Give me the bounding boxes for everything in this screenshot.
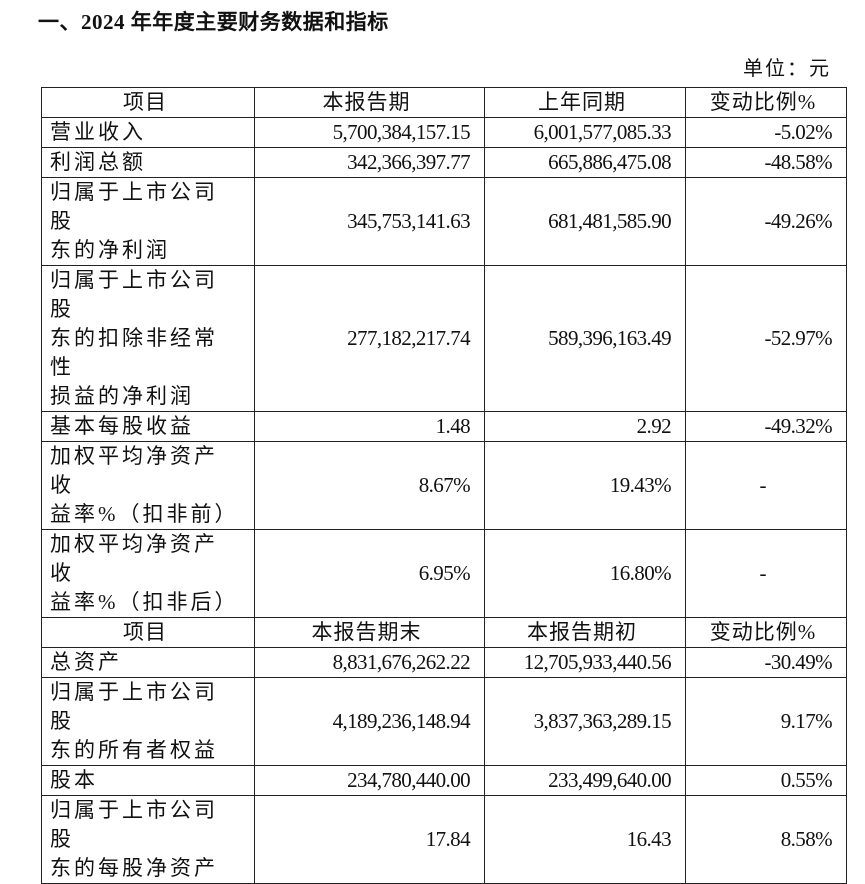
change-ratio: - — [685, 529, 847, 618]
table-row: 归属于上市公司股 东的扣除非经常性 损益的净利润 277,182,217.74 58… — [41, 265, 847, 412]
table-row: 归属于上市公司股 东的所有者权益 4,189,236,148.94 3,837,36… — [41, 677, 847, 766]
section2-header-row: 项目 本报告期末 本报告期初 变动比例% — [41, 617, 847, 648]
row-label: 基本每股收益 — [41, 411, 255, 442]
previous-value: 233,499,640.00 — [484, 765, 686, 796]
row-label: 股本 — [41, 765, 255, 796]
change-ratio: -49.32% — [685, 411, 847, 442]
previous-value: 12,705,933,440.56 — [484, 647, 686, 678]
row-label: 加权平均净资产收 益率%（扣非后） — [41, 529, 255, 618]
current-value: 234,780,440.00 — [254, 765, 485, 796]
previous-value: 16.80% — [484, 529, 686, 618]
row-label: 利润总额 — [41, 147, 255, 178]
current-value: 277,182,217.74 — [254, 265, 485, 412]
table-row: 营业收入 5,700,384,157.15 6,001,577,085.33 -5.0… — [41, 117, 847, 148]
current-value: 5,700,384,157.15 — [254, 117, 485, 148]
table-row: 加权平均净资产收 益率%（扣非前） 8.67% 19.43% - — [41, 441, 847, 530]
table-row: 股本 234,780,440.00 233,499,640.00 0.55% — [41, 765, 847, 796]
row-label: 营业收入 — [41, 117, 255, 148]
change-ratio: -5.02% — [685, 117, 847, 148]
column-header: 本报告期末 — [254, 617, 485, 648]
previous-value: 16.43 — [484, 795, 686, 884]
column-header: 上年同期 — [484, 87, 686, 118]
previous-value: 6,001,577,085.33 — [484, 117, 686, 148]
column-header: 项目 — [41, 87, 255, 118]
table-row: 加权平均净资产收 益率%（扣非后） 6.95% 16.80% - — [41, 529, 847, 618]
current-value: 1.48 — [254, 411, 485, 442]
table-row: 总资产 8,831,676,262.22 12,705,933,440.56 -30.… — [41, 647, 847, 678]
change-ratio: -49.26% — [685, 177, 847, 266]
change-ratio: 9.17% — [685, 677, 847, 766]
previous-value: 2.92 — [484, 411, 686, 442]
change-ratio: -52.97% — [685, 265, 847, 412]
change-ratio: 8.58% — [685, 795, 847, 884]
change-ratio: 0.55% — [685, 765, 847, 796]
change-ratio: -30.49% — [685, 647, 847, 678]
row-label: 归属于上市公司股 东的所有者权益 — [41, 677, 255, 766]
previous-value: 681,481,585.90 — [484, 177, 686, 266]
table-row: 利润总额 342,366,397.77 665,886,475.08 -48.58% — [41, 147, 847, 178]
column-header: 本报告期 — [254, 87, 485, 118]
previous-value: 665,886,475.08 — [484, 147, 686, 178]
table-row: 归属于上市公司股 东的净利润 345,753,141.63 681,481,585.… — [41, 177, 847, 266]
table-row: 归属于上市公司股 东的每股净资产 17.84 16.43 8.58% — [41, 795, 847, 884]
table-row: 基本每股收益 1.48 2.92 -49.32% — [41, 411, 847, 442]
previous-value: 19.43% — [484, 441, 686, 530]
column-header: 变动比例% — [685, 87, 847, 118]
financial-data-table: 项目 本报告期 上年同期 变动比例% 营业收入 5,700,384,157.15 6,001… — [41, 87, 847, 884]
row-label: 归属于上市公司股 东的扣除非经常性 损益的净利润 — [41, 265, 255, 412]
row-label: 归属于上市公司股 东的净利润 — [41, 177, 255, 266]
row-label: 总资产 — [41, 647, 255, 678]
current-value: 345,753,141.63 — [254, 177, 485, 266]
current-value: 4,189,236,148.94 — [254, 677, 485, 766]
current-value: 8.67% — [254, 441, 485, 530]
change-ratio: - — [685, 441, 847, 530]
previous-value: 3,837,363,289.15 — [484, 677, 686, 766]
current-value: 6.95% — [254, 529, 485, 618]
row-label: 归属于上市公司股 东的每股净资产 — [41, 795, 255, 884]
change-ratio: -48.58% — [685, 147, 847, 178]
current-value: 8,831,676,262.22 — [254, 647, 485, 678]
row-label: 加权平均净资产收 益率%（扣非前） — [41, 441, 255, 530]
column-header: 变动比例% — [685, 617, 847, 648]
column-header: 本报告期初 — [484, 617, 686, 648]
section-title: 一、2024 年年度主要财务数据和指标 — [38, 10, 389, 34]
previous-value: 589,396,163.49 — [484, 265, 686, 412]
current-value: 342,366,397.77 — [254, 147, 485, 178]
current-value: 17.84 — [254, 795, 485, 884]
column-header: 项目 — [41, 617, 255, 648]
section1-header-row: 项目 本报告期 上年同期 变动比例% — [41, 87, 847, 118]
unit-label: 单位：元 — [743, 58, 831, 80]
